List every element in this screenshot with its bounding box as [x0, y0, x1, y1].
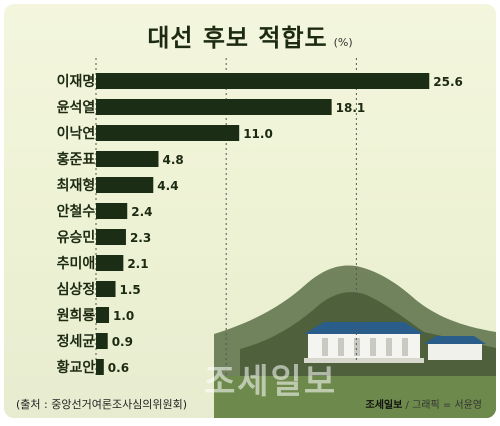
category-label: 원희룡 [57, 308, 96, 324]
category-label: 황교안 [57, 359, 96, 376]
value-label: 11.0 [243, 127, 273, 141]
bar-chart: 이재명 25.6 윤석열 18.1 이낙연 11.0 홍준표 4.8 최재형 4.4 안철수 2.4 유… [57, 58, 496, 418]
category-label: 홍준표 [57, 151, 96, 168]
bar [96, 177, 154, 193]
background-scenery [214, 265, 496, 418]
value-label: 1.5 [120, 283, 141, 297]
source-note: (출처 : 중앙선거여론조사심의위원회) [16, 398, 188, 411]
value-label: 0.9 [112, 335, 133, 349]
value-label: 2.4 [131, 205, 152, 219]
bar [96, 229, 126, 245]
category-label: 정세균 [57, 333, 96, 350]
value-label: 1.0 [113, 309, 134, 323]
chart-frame: 대선 후보 적합도 (%) [4, 4, 496, 418]
title-text: 대선 후보 적합도 [147, 24, 328, 52]
brand-name: 조세일보 [365, 400, 403, 411]
bar [96, 333, 108, 349]
value-label: 4.4 [157, 179, 178, 193]
bar [96, 125, 240, 141]
bar [96, 99, 332, 115]
value-label: 2.1 [127, 257, 148, 271]
category-label: 최재형 [57, 177, 96, 194]
bar [96, 73, 430, 89]
value-label: 2.3 [130, 231, 151, 245]
unit-label: (%) [333, 36, 353, 49]
category-label: 추미애 [57, 256, 96, 272]
value-label: 4.8 [162, 153, 183, 167]
graphic-credit: / 그래픽 = 서윤영 [405, 400, 482, 411]
watermark-logo: 조세일보 [204, 362, 338, 402]
category-label: 이낙연 [57, 125, 96, 142]
bars: 이재명 25.6 윤석열 18.1 이낙연 11.0 홍준표 4.8 최재형 4.4 안철수 2.4 유… [57, 73, 463, 376]
value-label: 25.6 [433, 75, 463, 89]
value-label: 18.1 [336, 101, 366, 115]
category-label: 안철수 [57, 203, 96, 220]
category-label: 심상정 [57, 281, 96, 298]
credit-note: 조세일보 / 그래픽 = 서윤영 [366, 396, 482, 411]
category-label: 유승민 [57, 229, 96, 246]
category-label: 이재명 [57, 73, 96, 90]
chart-title: 대선 후보 적합도 (%) [4, 18, 496, 53]
bar [96, 151, 159, 167]
bar [96, 203, 128, 219]
bar [96, 307, 110, 323]
value-label: 0.6 [108, 361, 129, 375]
bar [96, 255, 124, 271]
bar [96, 359, 104, 375]
palace-building [304, 322, 486, 363]
category-label: 윤석열 [57, 99, 96, 116]
bar [96, 281, 116, 297]
